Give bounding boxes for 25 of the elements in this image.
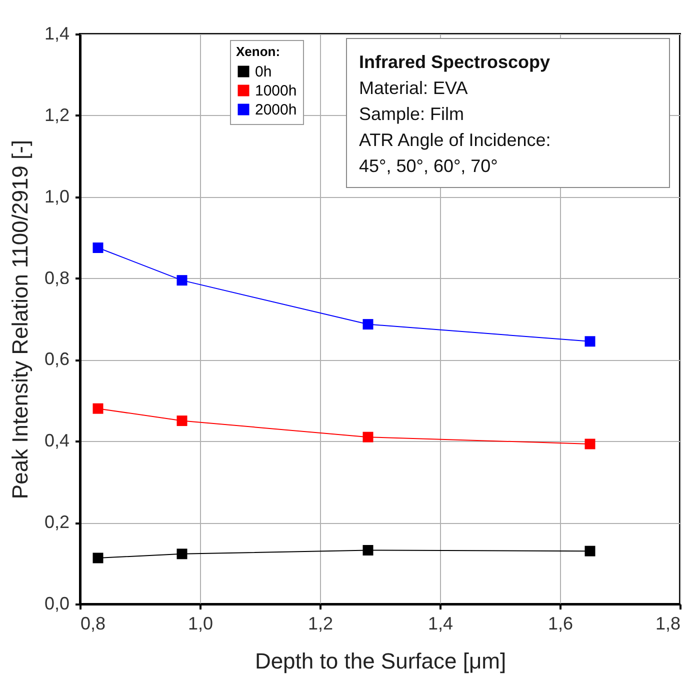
y-tick-label: 0,2 xyxy=(44,512,70,532)
x-tick-label: 1,8 xyxy=(655,614,680,634)
y-tick-label: 1,4 xyxy=(44,24,70,44)
x-tick-label: 0,8 xyxy=(80,614,106,634)
legend-label: 0h xyxy=(255,64,272,80)
x-tick-label: 1,4 xyxy=(428,614,454,634)
y-tick-label: 1,0 xyxy=(44,186,70,206)
y-axis-title: Peak Intensity Relation 1100/2919 [-] xyxy=(7,140,32,500)
annotation: Sample: Film xyxy=(359,103,466,126)
annotation: 45°, 50°, 60°, 70° xyxy=(359,155,499,178)
y-tick-label: 0,8 xyxy=(44,268,70,288)
y-tick-label: 0,0 xyxy=(44,594,70,614)
y-tick-label: 1,2 xyxy=(44,104,70,125)
x-tick-label: 1,0 xyxy=(188,614,214,634)
x-tick-label: 1,6 xyxy=(548,614,574,634)
x-axis-title: Depth to the Surface [μm] xyxy=(254,648,506,674)
legend-label: 1000h xyxy=(255,82,297,100)
annotation: ATR Angle of Incidence: xyxy=(359,129,552,152)
annotation: Material: EVA xyxy=(359,77,469,100)
annotation: Infrared Spectroscopy xyxy=(359,51,552,74)
y-tick-label: 0,6 xyxy=(44,349,70,370)
legend-title: Xenon: xyxy=(236,44,280,59)
y-tick-label: 0,4 xyxy=(44,430,70,451)
legend-label: 2000h xyxy=(255,102,297,118)
x-tick-label: 1,2 xyxy=(308,614,334,634)
